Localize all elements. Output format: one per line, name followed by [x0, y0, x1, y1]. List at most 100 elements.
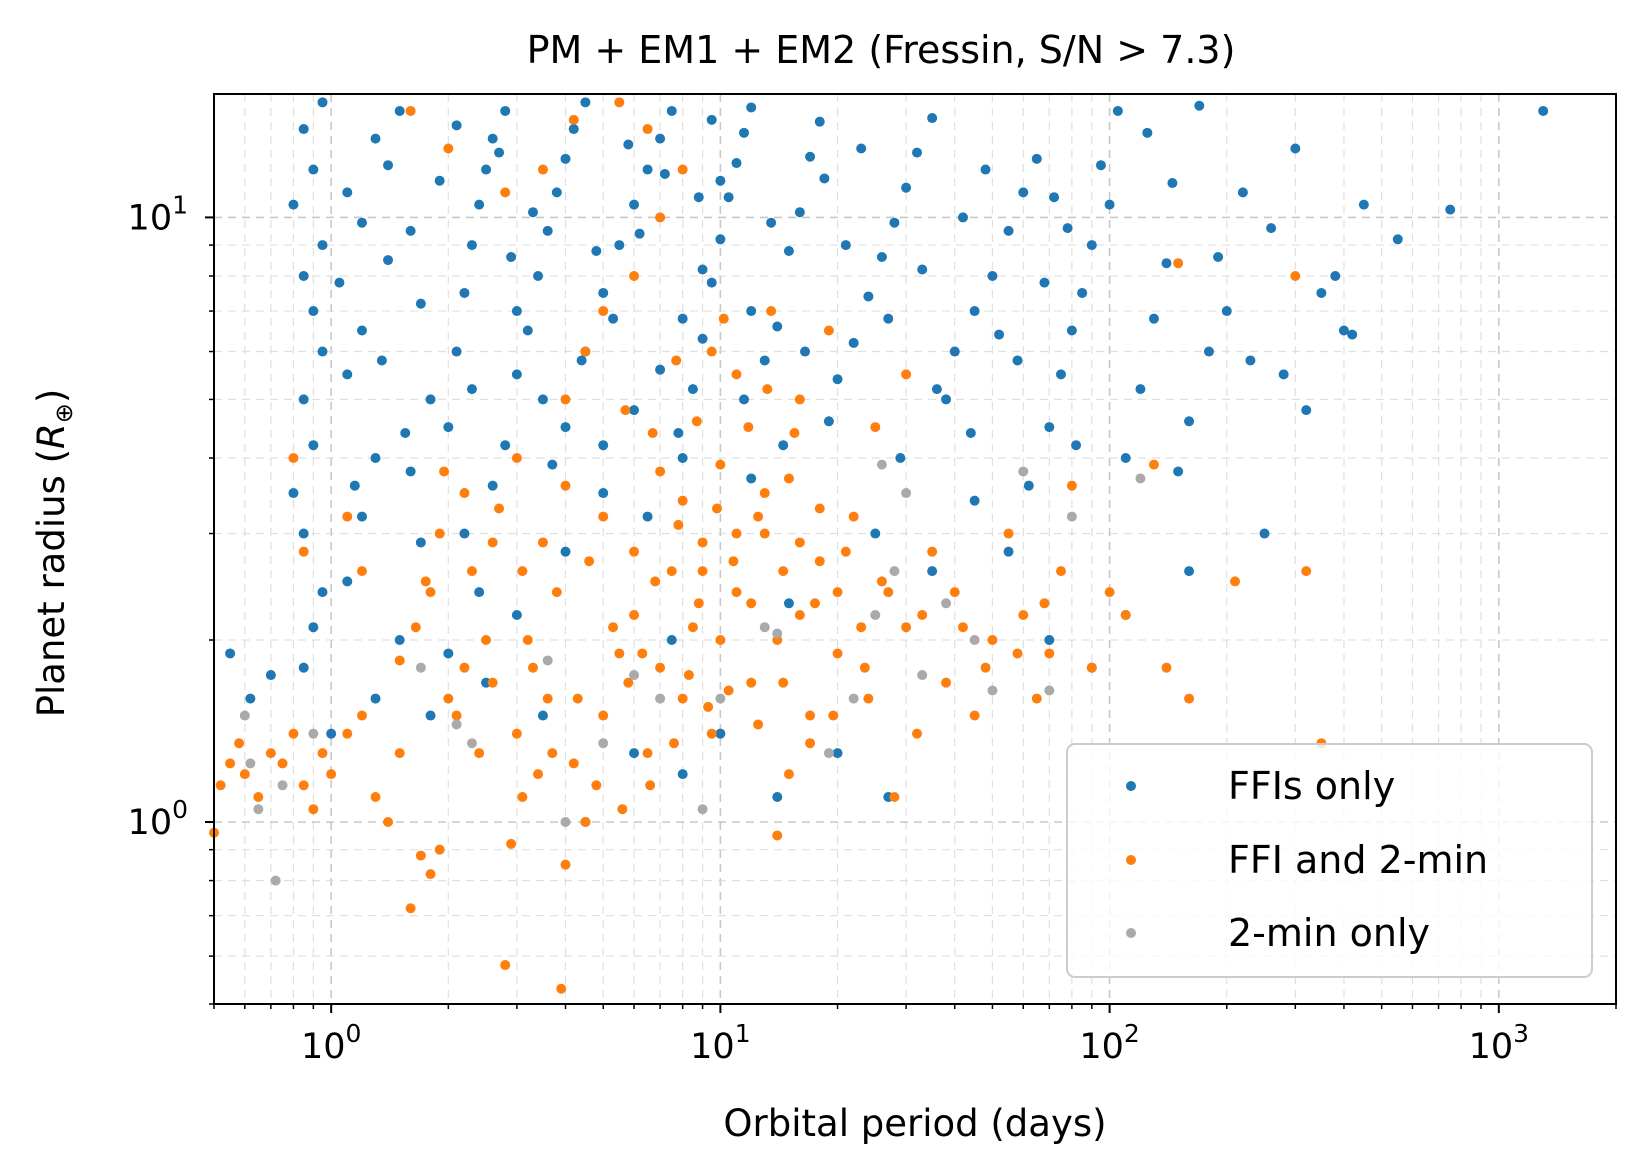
scatter-point-ffi-and-2min: [434, 528, 445, 539]
y-axis-label-symbol: R: [30, 423, 73, 449]
scatter-point-ffi-and-2min: [434, 844, 445, 855]
scatter-point-2min-only: [889, 566, 900, 577]
scatter-point-ffis-only: [614, 240, 625, 251]
scatter-point-ffi-and-2min: [655, 212, 666, 223]
scatter-point-ffis-only: [666, 635, 677, 645]
scatter-point-ffis-only: [697, 264, 708, 275]
scatter-point-ffis-only: [1290, 143, 1301, 154]
scatter-point-ffis-only: [697, 333, 708, 344]
scatter-point-ffi-and-2min: [383, 817, 394, 827]
scatter-point-ffi-and-2min: [1031, 693, 1042, 704]
scatter-point-ffis-only: [794, 207, 805, 218]
scatter-point-ffi-and-2min: [805, 710, 816, 721]
scatter-point-ffis-only: [288, 199, 299, 210]
scatter-point-ffi-and-2min: [572, 693, 583, 704]
scatter-point-ffi-and-2min: [420, 576, 431, 587]
scatter-point-ffis-only: [443, 648, 454, 659]
scatter-point-ffis-only: [225, 648, 236, 659]
scatter-point-ffi-and-2min: [443, 143, 454, 154]
scatter-point-ffis-only: [537, 710, 548, 721]
scatter-point-ffi-and-2min: [239, 769, 250, 780]
scatter-point-ffis-only: [1221, 306, 1232, 317]
scatter-point-ffi-and-2min: [753, 511, 764, 522]
scatter-point-ffi-and-2min: [941, 677, 952, 688]
scatter-point-ffi-and-2min: [805, 738, 816, 749]
scatter-point-2min-only: [451, 719, 462, 730]
scatter-point-ffi-and-2min: [1104, 587, 1115, 598]
scatter-point-ffis-only: [912, 147, 923, 158]
scatter-point-ffis-only: [317, 346, 328, 357]
scatter-point-ffi-and-2min: [1230, 576, 1241, 587]
scatter-point-ffi-and-2min: [759, 488, 770, 499]
scatter-point-ffis-only: [1066, 325, 1077, 336]
scatter-point-ffi-and-2min: [1173, 258, 1184, 269]
scatter-point-ffi-and-2min: [265, 748, 276, 759]
scatter-point-2min-only: [876, 459, 887, 470]
scatter-point-ffi-and-2min: [706, 346, 717, 357]
scatter-point-ffis-only: [308, 164, 319, 175]
scatter-point-ffis-only: [1338, 325, 1349, 336]
scatter-point-ffi-and-2min: [517, 791, 528, 802]
scatter-point-ffi-and-2min: [778, 677, 789, 688]
scatter-point-ffis-only: [1194, 100, 1205, 111]
scatter-point-2min-only: [466, 738, 477, 749]
scatter-point-ffi-and-2min: [901, 622, 912, 633]
scatter-point-ffis-only: [522, 325, 533, 336]
scatter-point-ffis-only: [1062, 223, 1073, 234]
scatter-point-ffi-and-2min: [949, 587, 960, 598]
scatter-point-ffis-only: [1018, 187, 1029, 198]
scatter-point-ffi-and-2min: [547, 748, 558, 759]
scatter-point-ffis-only: [1044, 635, 1055, 645]
scatter-point-ffi-and-2min: [794, 394, 805, 405]
scatter-point-ffi-and-2min: [794, 537, 805, 548]
scatter-point-ffis-only: [778, 440, 789, 451]
scatter-point-ffis-only: [383, 255, 394, 266]
scatter-point-ffi-and-2min: [883, 587, 894, 598]
scatter-point-ffi-and-2min: [215, 780, 226, 791]
scatter-point-ffi-and-2min: [753, 719, 764, 730]
scatter-point-ffis-only: [1135, 384, 1146, 395]
scatter-point-2min-only: [987, 685, 998, 696]
scatter-point-ffis-only: [931, 384, 942, 395]
y-tick-label: 101: [128, 190, 188, 238]
scatter-point-2min-only: [655, 693, 666, 704]
scatter-point-ffis-only: [772, 791, 783, 802]
scatter-point-ffi-and-2min: [356, 566, 367, 577]
scatter-point-ffis-only: [655, 133, 666, 144]
scatter-point-ffi-and-2min: [459, 662, 470, 673]
scatter-point-ffis-only: [576, 355, 587, 366]
scatter-point-ffi-and-2min: [728, 556, 739, 567]
scatter-point-ffi-and-2min: [671, 355, 682, 366]
scatter-point-ffis-only: [706, 277, 717, 288]
scatter-point-ffi-and-2min: [317, 748, 328, 759]
scatter-point-ffis-only: [863, 291, 874, 302]
scatter-point-ffi-and-2min: [772, 830, 783, 841]
scatter-point-ffis-only: [334, 277, 345, 288]
scatter-point-ffi-and-2min: [912, 728, 923, 739]
scatter-point-ffi-and-2min: [253, 791, 264, 802]
legend-marker-ffis-only: [1126, 781, 1136, 791]
scatter-point-ffis-only: [965, 427, 976, 438]
scatter-point-ffi-and-2min: [466, 566, 477, 577]
scatter-point-ffi-and-2min: [308, 804, 319, 815]
scatter-point-2min-only: [415, 662, 426, 673]
scatter-point-ffi-and-2min: [533, 769, 544, 780]
scatter-point-ffis-only: [405, 466, 416, 477]
scatter-point-ffi-and-2min: [746, 677, 757, 688]
scatter-point-ffis-only: [1358, 199, 1369, 210]
scatter-point-ffis-only: [723, 192, 734, 203]
x-axis-label: Orbital period (days): [723, 1102, 1106, 1145]
scatter-point-ffis-only: [759, 355, 770, 366]
scatter-point-ffi-and-2min: [410, 622, 421, 633]
x-tick-label: 102: [1079, 1019, 1139, 1067]
scatter-point-ffi-and-2min: [298, 546, 309, 557]
scatter-point-ffis-only: [819, 173, 830, 184]
scatter-point-ffi-and-2min: [459, 488, 470, 499]
scatter-point-ffis-only: [706, 114, 717, 125]
scatter-point-ffis-only: [533, 271, 544, 281]
scatter-point-ffis-only: [889, 217, 900, 228]
y-axis-label-subscript: ⊕: [50, 403, 78, 423]
scatter-point-ffis-only: [832, 374, 843, 385]
scatter-point-ffi-and-2min: [298, 780, 309, 791]
